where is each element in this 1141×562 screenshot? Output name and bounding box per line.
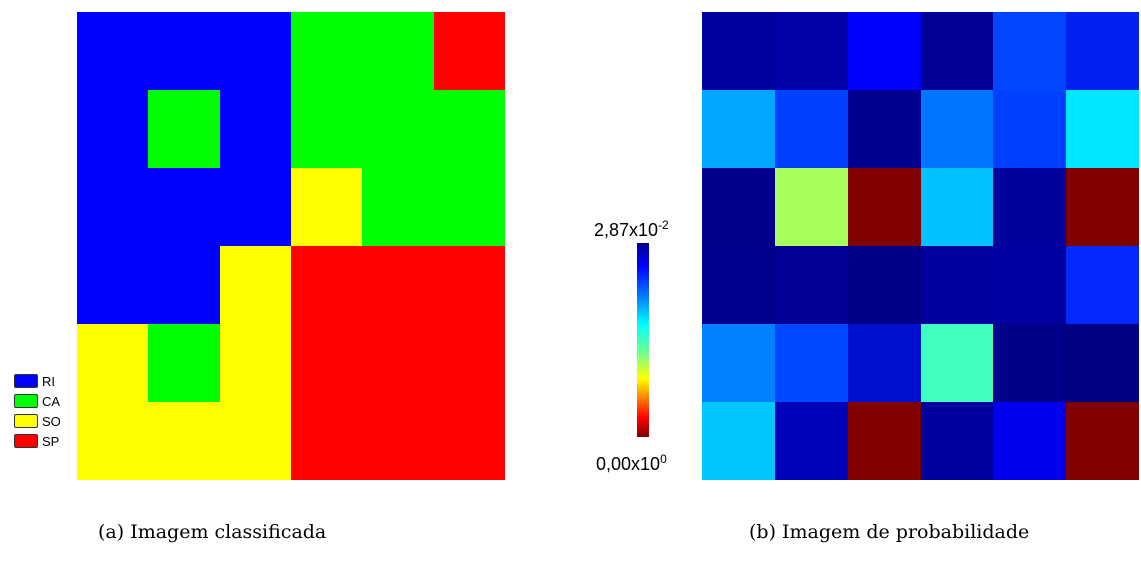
class-cell-ri (148, 12, 220, 90)
probability-cell (847, 90, 921, 168)
class-cell-ca (362, 168, 434, 246)
probability-cell (702, 402, 775, 480)
probability-cell (774, 402, 848, 480)
probability-cell (774, 168, 848, 246)
legend-swatch-ri (14, 374, 38, 388)
legend-swatch-ca (14, 394, 38, 408)
probability-cell (702, 168, 775, 246)
class-cell-ri (148, 168, 220, 246)
class-cell-ri (219, 12, 291, 90)
probability-cell (920, 246, 994, 324)
legend-swatch-sp (14, 434, 38, 448)
probability-cell (1066, 402, 1139, 480)
colorbar-min-base: 0,00x10 (596, 454, 661, 474)
class-cell-ca (291, 12, 363, 90)
probability-cell (774, 324, 848, 402)
probability-cell (774, 90, 848, 168)
probability-cell (774, 12, 848, 90)
caption-probability: (b) Imagem de probabilidade (749, 521, 1030, 543)
class-cell-ca (433, 168, 505, 246)
probability-cell (993, 12, 1067, 90)
probability-cell (774, 246, 848, 324)
probability-cell (702, 246, 775, 324)
legend-item-sp: SP (14, 431, 61, 451)
colorbar-min-label: 0,00x100 (596, 452, 667, 475)
class-cell-sp (291, 246, 363, 324)
colorbar-max-exponent: -2 (658, 218, 669, 232)
probability-cell (702, 324, 775, 402)
legend-label-ri: RI (42, 373, 55, 389)
class-cell-sp (362, 246, 434, 324)
class-cell-sp (362, 324, 434, 402)
colorbar-max-label: 2,87x10-2 (594, 218, 669, 241)
probability-cell (993, 324, 1067, 402)
class-cell-ri (148, 246, 220, 324)
class-cell-ca (148, 90, 220, 168)
class-cell-ca (362, 12, 434, 90)
probability-cell (847, 324, 921, 402)
class-cell-ca (433, 90, 505, 168)
probability-cell (847, 402, 921, 480)
class-cell-sp (291, 402, 363, 480)
probability-cell (1066, 324, 1139, 402)
class-cell-ri (219, 168, 291, 246)
probability-cell (1066, 12, 1139, 90)
class-cell-ri (219, 90, 291, 168)
legend-label-sp: SP (42, 433, 60, 449)
probability-cell (993, 402, 1067, 480)
class-cell-sp (291, 324, 363, 402)
caption-classified: (a) Imagem classificada (98, 521, 327, 543)
probability-cell (847, 246, 921, 324)
probability-image (702, 12, 1139, 480)
legend-swatch-so (14, 414, 38, 428)
class-cell-sp (362, 402, 434, 480)
class-cell-so (219, 324, 291, 402)
class-cell-so (77, 402, 149, 480)
probability-cell (993, 90, 1067, 168)
probability-cell (920, 90, 994, 168)
legend-item-so: SO (14, 411, 61, 431)
class-cell-sp (433, 246, 505, 324)
probability-cell (847, 12, 921, 90)
probability-cell (920, 324, 994, 402)
class-cell-ca (148, 324, 220, 402)
class-cell-sp (433, 12, 505, 90)
class-cell-ca (291, 90, 363, 168)
classified-image (77, 12, 505, 480)
class-cell-so (291, 168, 363, 246)
probability-colorbar (637, 243, 649, 437)
class-cell-so (219, 402, 291, 480)
probability-cell (993, 168, 1067, 246)
class-cell-so (219, 246, 291, 324)
class-cell-sp (433, 324, 505, 402)
legend-label-ca: CA (42, 393, 61, 409)
class-cell-so (148, 402, 220, 480)
class-cell-ca (362, 90, 434, 168)
probability-cell (920, 168, 994, 246)
colorbar-min-exponent: 0 (660, 452, 667, 466)
legend-label-so: SO (42, 413, 61, 429)
probability-cell (702, 90, 775, 168)
class-cell-ri (77, 12, 149, 90)
probability-cell (847, 168, 921, 246)
legend-item-ca: CA (14, 391, 61, 411)
class-cell-ri (77, 246, 149, 324)
probability-cell (1066, 168, 1139, 246)
class-cell-so (77, 324, 149, 402)
class-cell-ri (77, 168, 149, 246)
class-cell-sp (433, 402, 505, 480)
probability-cell (1066, 90, 1139, 168)
class-legend: RI CA SO SP (14, 371, 61, 451)
probability-cell (1066, 246, 1139, 324)
colorbar-max-base: 2,87x10 (594, 220, 659, 240)
class-cell-ri (77, 90, 149, 168)
probability-cell (702, 12, 775, 90)
probability-cell (993, 246, 1067, 324)
legend-item-ri: RI (14, 371, 61, 391)
probability-cell (920, 12, 994, 90)
probability-cell (920, 402, 994, 480)
